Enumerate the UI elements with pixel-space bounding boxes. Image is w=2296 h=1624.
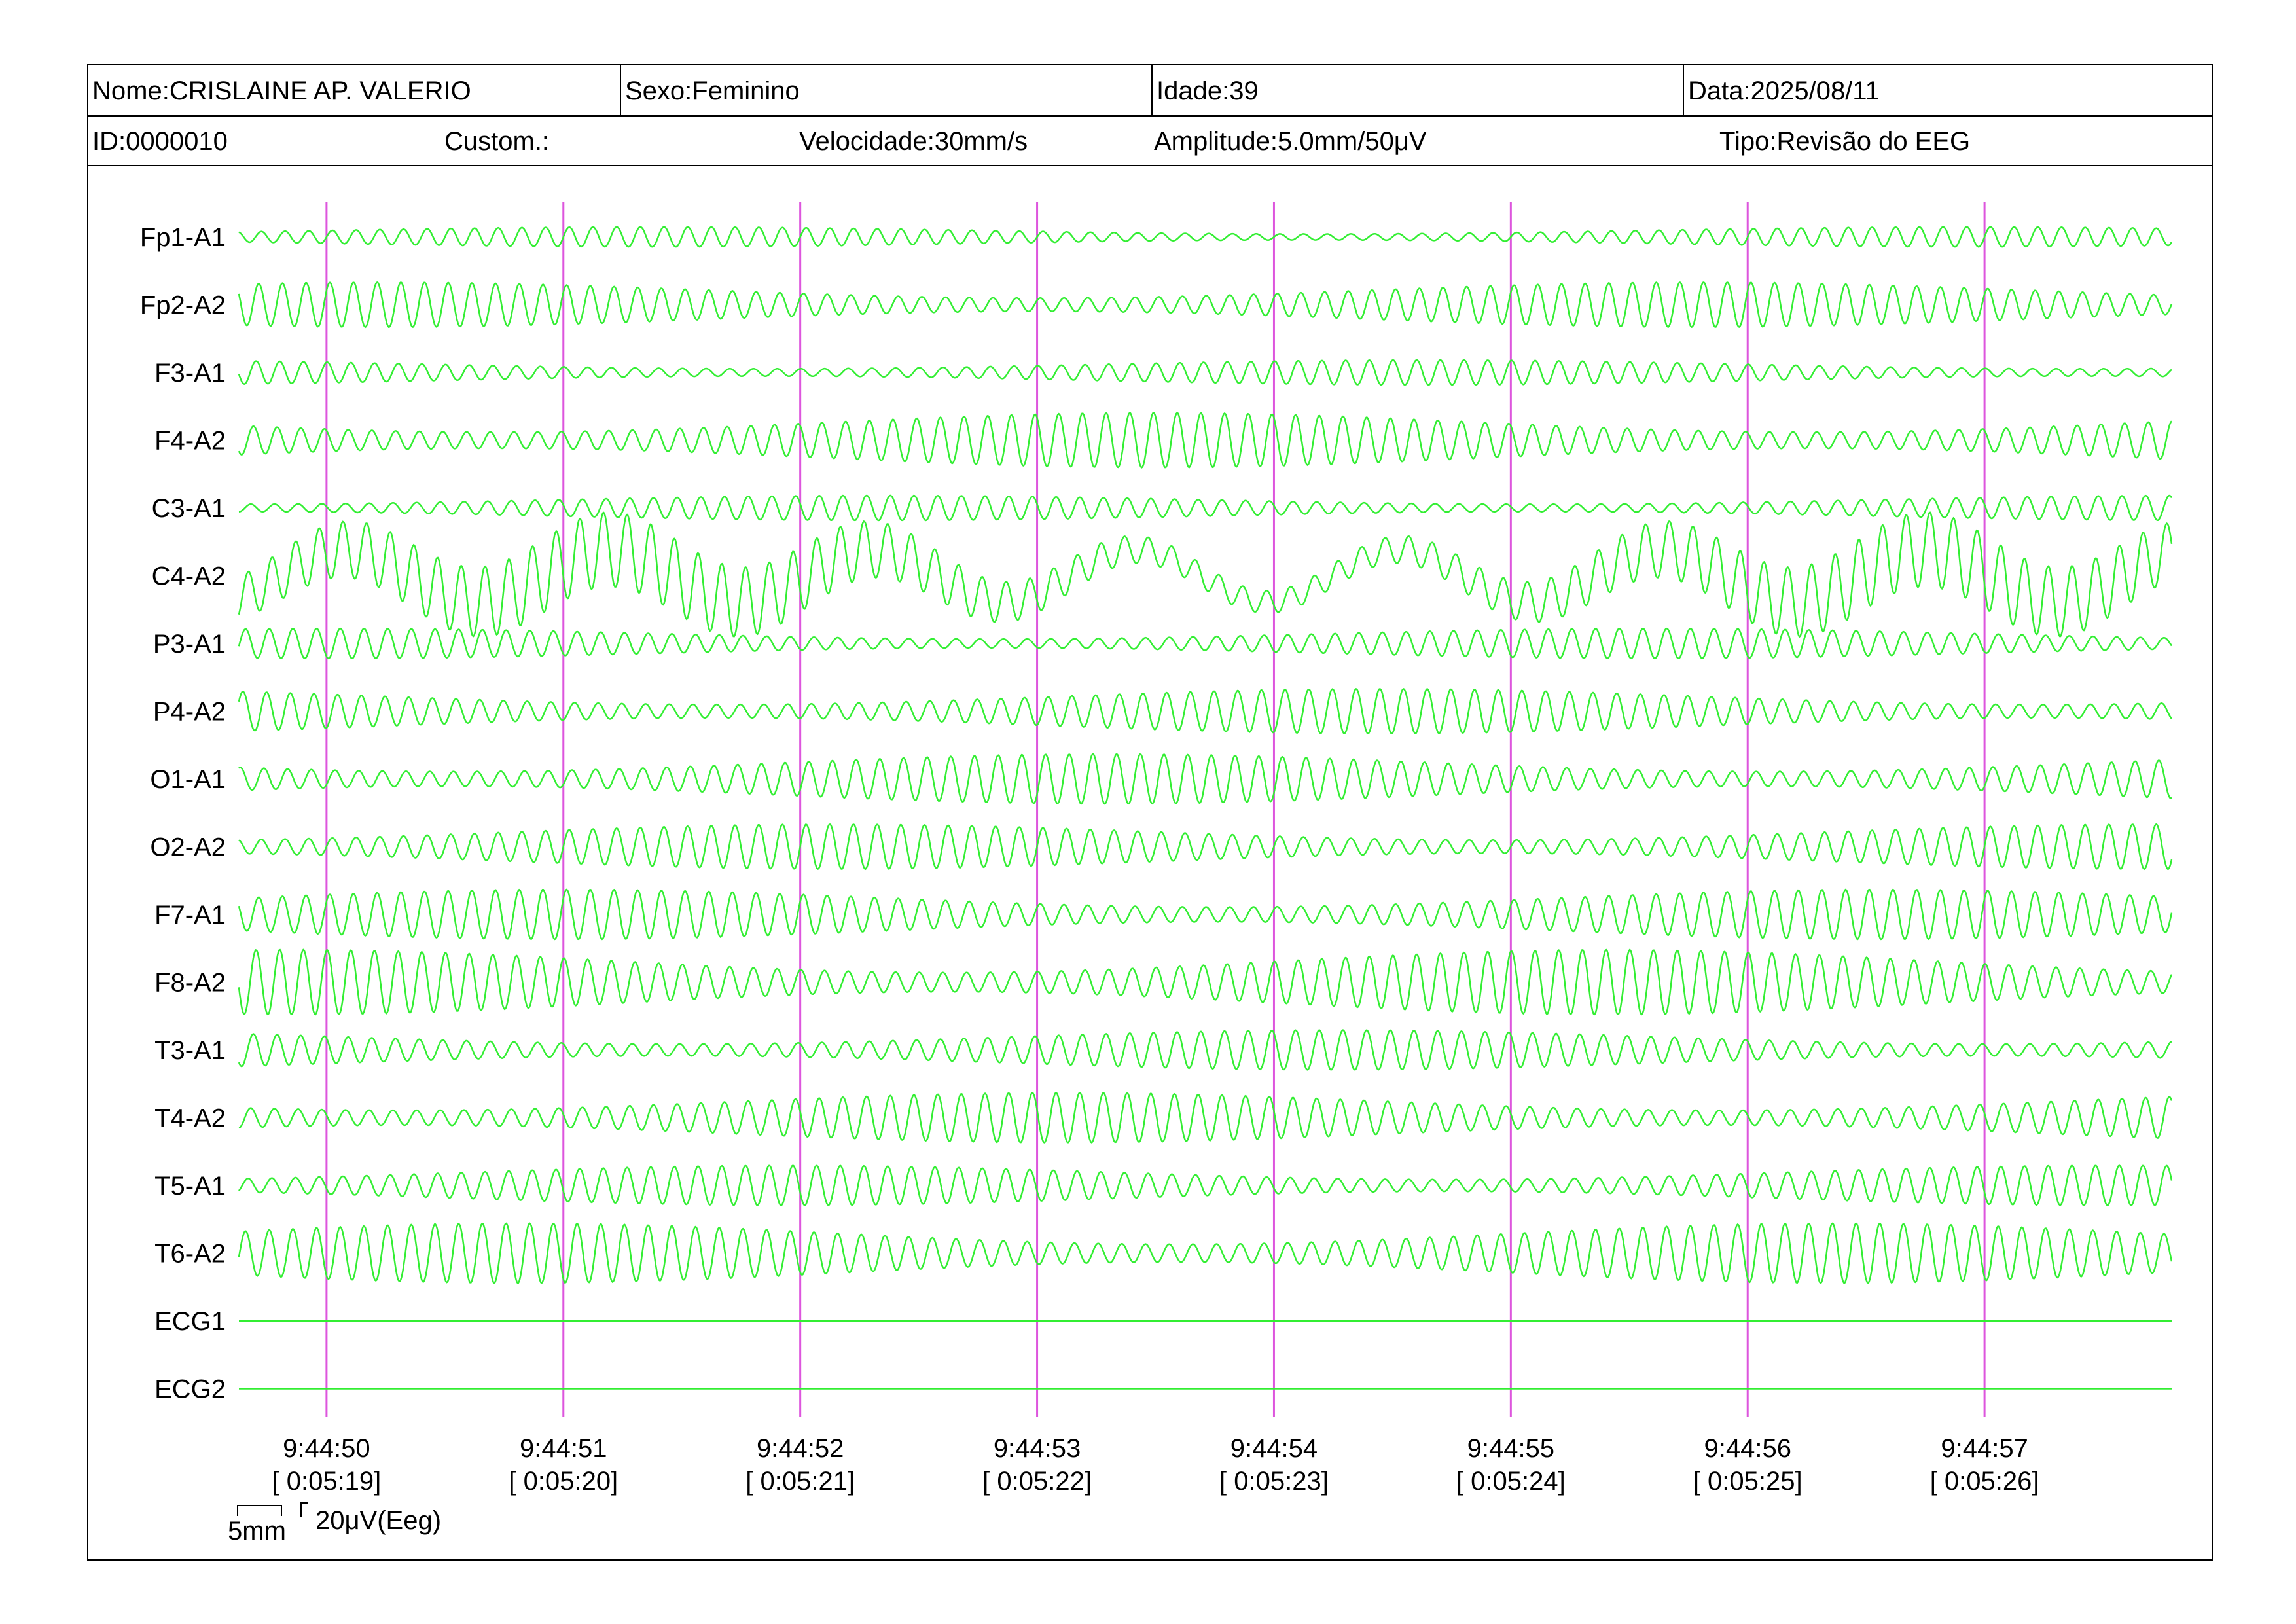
trace-f3-a1 <box>238 359 2172 386</box>
channel-label-fp1-a1: Fp1-A1 <box>140 223 226 252</box>
time-scale-label: 5mm <box>228 1517 286 1545</box>
tick-elapsed-3: [ 0:05:22] <box>982 1467 1092 1496</box>
trace-p4-a2 <box>238 687 2172 735</box>
trace-c4-a2 <box>238 511 2173 638</box>
tick-elapsed-2: [ 0:05:21] <box>745 1467 855 1496</box>
channel-label-f3-a1: F3-A1 <box>154 359 226 388</box>
channel-labels: Fp1-A1 Fp2-A2 F3-A1 F4-A2 C3-A1 C4-A2 P3-A1 P4-… <box>140 223 226 1404</box>
exam-date: Data:2025/08/11 <box>1683 65 2213 115</box>
eeg-traces <box>238 226 2173 1390</box>
tick-time-3: 9:44:53 <box>994 1434 1081 1463</box>
patient-id: ID:0000010 <box>92 127 228 156</box>
patient-sex: Sexo:Feminino <box>620 65 1151 115</box>
trace-c3-a1 <box>238 494 2173 522</box>
tick-elapsed-4: [ 0:05:23] <box>1219 1467 1329 1496</box>
tick-time-2: 9:44:52 <box>757 1434 844 1463</box>
channel-label-t5-a1: T5-A1 <box>154 1172 226 1200</box>
channel-label-c4-a2: C4-A2 <box>152 562 226 591</box>
channel-label-t3-a1: T3-A1 <box>154 1036 226 1065</box>
tick-time-5: 9:44:55 <box>1467 1434 1554 1463</box>
channel-label-ecg1: ECG1 <box>154 1307 226 1336</box>
trace-t3-a1 <box>238 1029 2172 1071</box>
trace-f8-a2 <box>238 948 2173 1016</box>
channel-label-fp2-a2: Fp2-A2 <box>140 291 226 320</box>
tick-elapsed-7: [ 0:05:26] <box>1930 1467 2039 1496</box>
channel-label-ecg2: ECG2 <box>154 1375 226 1404</box>
channel-label-c3-a1: C3-A1 <box>152 494 226 523</box>
tick-time-7: 9:44:57 <box>1941 1434 2028 1463</box>
tick-elapsed-5: [ 0:05:24] <box>1456 1467 1566 1496</box>
exam-type: Tipo:Revisão do EEG <box>1719 127 1971 156</box>
trace-o1-a1 <box>238 753 2172 805</box>
trace-o2-a2 <box>238 823 2173 871</box>
tick-time-0: 9:44:50 <box>283 1434 370 1463</box>
amplitude-setting: Amplitude:5.0mm/50μV <box>1154 127 1427 156</box>
channel-label-p3-a1: P3-A1 <box>153 630 226 659</box>
trace-fp1-a1 <box>238 226 2173 248</box>
tick-time-6: 9:44:56 <box>1704 1434 1791 1463</box>
scale-bar: 5mm 20μV(Eeg) <box>228 1502 441 1545</box>
paper-speed: Velocidade:30mm/s <box>799 127 1028 156</box>
channel-label-o2-a2: O2-A2 <box>150 833 226 862</box>
channel-label-f8-a2: F8-A2 <box>154 969 226 998</box>
channel-label-p4-a2: P4-A2 <box>153 698 226 727</box>
channel-label-f7-a1: F7-A1 <box>154 901 226 929</box>
trace-t6-a2 <box>238 1222 2173 1284</box>
trace-p3-a1 <box>238 627 2173 660</box>
tick-elapsed-6: [ 0:05:25] <box>1693 1467 1803 1496</box>
trace-fp2-a2 <box>238 281 2173 329</box>
tick-time-4: 9:44:54 <box>1230 1434 1318 1463</box>
time-scale-bracket <box>237 1505 282 1516</box>
channel-label-t4-a2: T4-A2 <box>154 1104 226 1133</box>
channel-label-t6-a2: T6-A2 <box>154 1240 226 1269</box>
trace-t5-a1 <box>238 1164 2173 1206</box>
trace-t4-a2 <box>238 1092 2173 1144</box>
second-markers <box>325 202 1986 1417</box>
amp-scale-bracket <box>300 1502 308 1517</box>
trace-f7-a1 <box>238 888 2173 941</box>
header-row-2: ID:0000010 Custom.: Velocidade:30mm/s Am… <box>88 117 2212 166</box>
trace-f4-a2 <box>238 412 2172 469</box>
amp-scale-label: 20μV(Eeg) <box>315 1506 441 1535</box>
time-ticks: 9:44:50 [ 0:05:19] 9:44:51 [ 0:05:20] 9:44:5… <box>272 1434 2039 1496</box>
tick-elapsed-0: [ 0:05:19] <box>272 1467 381 1496</box>
custom-field: Custom.: <box>444 127 550 156</box>
patient-name: Nome:CRISLAINE AP. VALERIO <box>92 77 471 105</box>
channel-label-f4-a2: F4-A2 <box>154 427 226 456</box>
tick-elapsed-1: [ 0:05:20] <box>509 1467 618 1496</box>
report-frame: Nome:CRISLAINE AP. VALERIO Sexo:Feminino… <box>87 64 2213 1561</box>
tick-time-1: 9:44:51 <box>520 1434 607 1463</box>
channel-label-o1-a1: O1-A1 <box>150 765 226 794</box>
header-row-1: Nome:CRISLAINE AP. VALERIO Sexo:Feminino… <box>88 65 2212 117</box>
patient-age: Idade:39 <box>1151 65 1683 115</box>
